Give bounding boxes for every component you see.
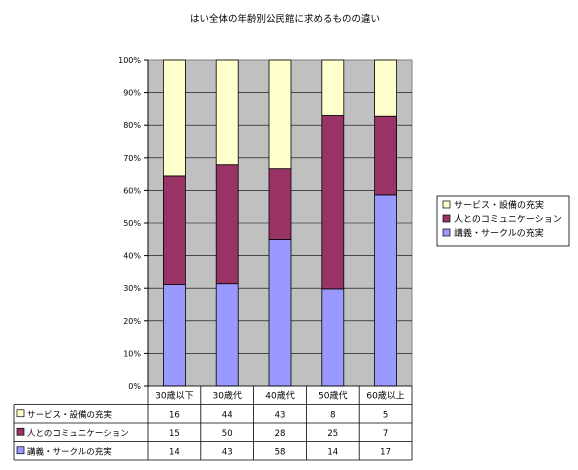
bar-segment — [321, 288, 345, 387]
table-cell-value: 15 — [169, 429, 180, 439]
table-cell-value: 58 — [275, 447, 286, 457]
table-cell-value: 17 — [380, 447, 391, 457]
table-cell-value: 28 — [275, 429, 286, 439]
x-category-label: 40歳代 — [265, 390, 294, 402]
legend-swatch — [442, 228, 451, 237]
y-tick-label: 20% — [123, 317, 141, 326]
table-cell-value: 43 — [222, 447, 233, 457]
bar-segment — [162, 284, 186, 387]
bar-segment — [268, 168, 292, 240]
table-cell-value: 44 — [222, 410, 233, 420]
bar-segment — [268, 239, 292, 387]
table-cell-value: 7 — [383, 429, 388, 439]
y-tick-label: 50% — [123, 219, 141, 228]
legend-entry: 人とのコミュニケーション — [454, 214, 562, 225]
plot-area — [147, 59, 413, 387]
table-cell-value: 25 — [327, 429, 338, 439]
legend-swatch — [442, 214, 451, 223]
table-cell-value: 16 — [169, 410, 180, 420]
table-cell-value: 8 — [330, 410, 335, 420]
y-tick-label: 10% — [123, 349, 141, 358]
y-tick-label: 100% — [118, 56, 141, 65]
bar-segment — [215, 283, 239, 387]
bar-segment — [374, 115, 398, 196]
table-row-swatch — [16, 409, 25, 418]
y-tick-label: 70% — [123, 154, 141, 163]
y-tick-label: 80% — [123, 121, 141, 130]
table-row-label: サービス・設備の充実 — [27, 409, 113, 420]
legend-swatch — [442, 200, 451, 209]
table-row-label: 人とのコミュニケーション — [27, 429, 129, 439]
table-cell-value: 5 — [383, 410, 388, 420]
bar-segment — [374, 59, 398, 117]
y-tick-label: 40% — [123, 252, 141, 261]
table-row-swatch — [16, 446, 25, 455]
bar-segment — [374, 194, 398, 387]
legend-box — [436, 195, 570, 247]
bar-segment — [162, 175, 186, 285]
y-tick-label: 60% — [123, 186, 141, 195]
y-axis: 0% 10% 20% 30% 40% 50% 60% 70% 80% 90% 100% — [118, 56, 149, 391]
table-cell-value: 14 — [327, 447, 338, 457]
x-category-label: 30歳代 — [212, 390, 241, 402]
bar-segment — [321, 59, 345, 116]
table-cell-value: 14 — [169, 447, 180, 457]
legend-entry: 講義・サークルの充実 — [454, 227, 544, 239]
bar-segment — [215, 164, 239, 285]
x-category-label: 60歳以上 — [366, 390, 404, 402]
table-row-swatch — [16, 427, 25, 436]
table-cell-value: 50 — [222, 429, 233, 439]
y-tick-label: 0% — [128, 382, 141, 391]
bar-segment — [268, 59, 292, 170]
table-cell-value: 43 — [275, 410, 286, 420]
x-category-label: 50歳代 — [318, 390, 347, 402]
y-tick-label: 30% — [123, 284, 141, 293]
chart-title: はい全体の年齢別公民館に求めるものの違い — [190, 13, 380, 25]
x-category-label: 30歳以下 — [155, 390, 193, 402]
y-tick-label: 90% — [123, 89, 141, 98]
table-row-label: 講義・サークルの充実 — [27, 446, 112, 457]
bar-segment — [162, 59, 186, 177]
bar-segment — [321, 115, 345, 290]
bar-segment — [215, 59, 239, 166]
legend-entry: サービス・設備の充実 — [454, 199, 544, 211]
